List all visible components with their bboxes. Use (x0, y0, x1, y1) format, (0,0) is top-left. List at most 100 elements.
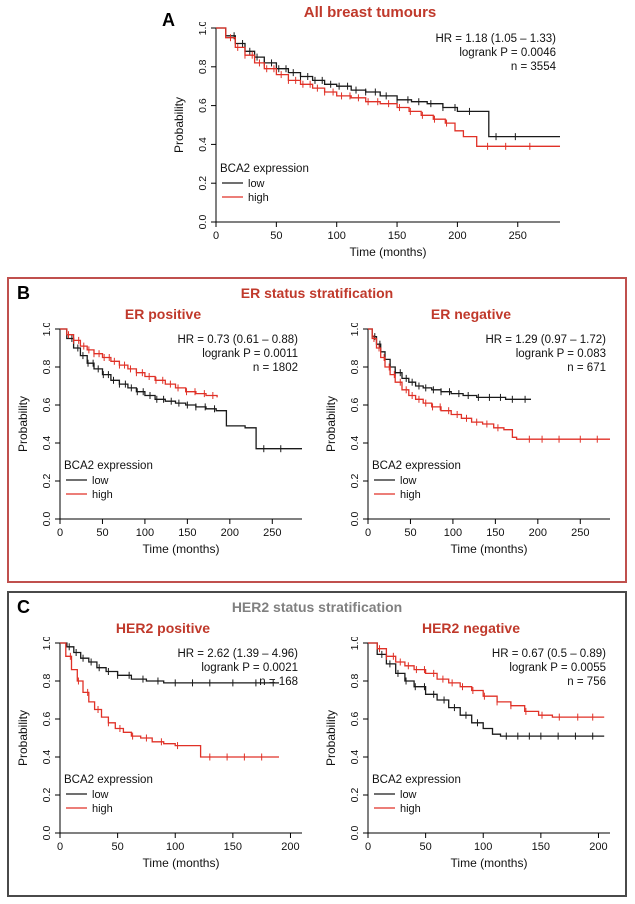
svg-text:0.6: 0.6 (41, 398, 53, 413)
legend-label-high: high (400, 803, 421, 815)
svg-text:150: 150 (532, 841, 550, 853)
km-curve-high (368, 642, 605, 718)
panel-b: B ER status stratification ER positive 0 5… (7, 277, 627, 583)
svg-text:0.2: 0.2 (349, 788, 361, 803)
x-axis-label: Time (months) (350, 245, 427, 259)
svg-text:1.0: 1.0 (349, 637, 361, 650)
km-curve-high (60, 642, 279, 758)
legend-title: BCA2 expression (64, 460, 153, 472)
svg-text:200: 200 (589, 841, 607, 853)
svg-text:50: 50 (404, 527, 416, 539)
legend: BCA2 expression low high (64, 460, 153, 501)
x-axis-ticks: 0 50 100 150 200 (57, 833, 300, 853)
chart-title: ER negative (430, 306, 512, 322)
panel-b-label: B (17, 283, 30, 303)
series-high (216, 27, 560, 150)
axes (215, 28, 560, 223)
x-axis-label: Time (months) (143, 856, 220, 870)
svg-text:0.6: 0.6 (197, 98, 209, 113)
annotation-line: n = 168 (259, 676, 298, 688)
svg-text:0.6: 0.6 (41, 712, 53, 727)
panel-c-charts: HER2 positive 0 50 100 150 200 0.0 0.2 0.4 0.6 0.8… (9, 619, 625, 878)
km-curve-low (60, 328, 302, 450)
annotation-line: logrank P = 0.0055 (509, 662, 606, 674)
svg-text:250: 250 (509, 230, 527, 242)
svg-text:50: 50 (419, 841, 431, 853)
stats-annotation: HR = 1.29 (0.97 – 1.72) logrank P = 0.083… (485, 334, 606, 374)
km-curve-low (216, 27, 560, 138)
chart-title: ER positive (124, 306, 202, 322)
svg-text:0.4: 0.4 (349, 436, 361, 451)
svg-text:0.0: 0.0 (197, 215, 209, 230)
svg-text:0: 0 (57, 527, 63, 539)
axes (367, 643, 610, 834)
panel-a-label: A (162, 10, 175, 30)
annotation-line: HR = 2.62 (1.39 – 4.96) (177, 648, 298, 660)
svg-text:0.2: 0.2 (41, 788, 53, 803)
x-axis-label: Time (months) (451, 856, 528, 870)
svg-text:1.0: 1.0 (41, 637, 53, 650)
legend: BCA2 expression low high (220, 163, 309, 204)
km-plot: 0 50 100 150 200 0.0 0.2 0.4 0.6 0.8 1.0 Probabilit… (324, 636, 610, 870)
svg-text:0.8: 0.8 (41, 360, 53, 375)
chart-title: HER2 negative (421, 620, 521, 636)
stats-annotation: HR = 1.18 (1.05 – 1.33) logrank P = 0.004… (435, 33, 556, 73)
svg-text:0.0: 0.0 (349, 826, 361, 841)
svg-text:0.2: 0.2 (197, 176, 209, 191)
svg-text:100: 100 (166, 841, 184, 853)
legend-label-low: low (92, 789, 109, 801)
legend: BCA2 expression low high (372, 774, 461, 815)
annotation-line: n = 1802 (253, 362, 298, 374)
y-axis-label: Probability (172, 97, 186, 153)
svg-text:0.0: 0.0 (349, 512, 361, 527)
svg-text:0.8: 0.8 (349, 360, 361, 375)
km-plot: 0 50 100 150 200 250 0.0 0.2 0.4 0.6 0.8 1.0 Probabi… (324, 322, 610, 556)
svg-text:50: 50 (111, 841, 123, 853)
chart-title: HER2 positive (115, 620, 211, 636)
svg-text:0.8: 0.8 (197, 59, 209, 74)
panel-c-label: C (17, 597, 30, 617)
y-axis-label: Probability (16, 396, 30, 452)
legend: BCA2 expression low high (372, 460, 461, 501)
svg-text:0.8: 0.8 (349, 674, 361, 689)
panel-a: A All breast tumours 0 50 100 150 200 250 0.0 0.… (0, 2, 635, 272)
km-plot: 0 50 100 150 200 250 0.0 0.2 0.4 0.6 0.8 1.0 Probabi… (16, 322, 302, 556)
svg-text:150: 150 (178, 527, 196, 539)
svg-text:250: 250 (263, 527, 281, 539)
km-chart-er-negative: ER negative 0 50 100 150 200 250 0.0 0.2 0.4 0.6 0.… (322, 305, 620, 564)
series-high (368, 642, 605, 721)
svg-text:1.0: 1.0 (197, 22, 209, 35)
annotation-line: logrank P = 0.0021 (201, 662, 298, 674)
series-high (368, 328, 610, 443)
svg-text:1.0: 1.0 (349, 323, 361, 336)
svg-text:150: 150 (388, 230, 406, 242)
legend-label-high: high (92, 489, 113, 501)
y-axis-label: Probability (16, 710, 30, 766)
y-axis-ticks: 0.0 0.2 0.4 0.6 0.8 1.0 (197, 21, 216, 230)
axes (367, 329, 610, 520)
svg-text:0.4: 0.4 (41, 436, 53, 451)
annotation-line: HR = 1.18 (1.05 – 1.33) (435, 33, 556, 45)
panel-c-title: HER2 status stratification (231, 599, 403, 615)
svg-text:0: 0 (213, 230, 219, 242)
km-chart-er-positive: ER positive 0 50 100 150 200 250 0.0 0.2 0.4 0.6 0.… (14, 305, 312, 564)
x-axis-ticks: 0 50 100 150 200 (365, 833, 608, 853)
x-axis-label: Time (months) (143, 542, 220, 556)
km-chart-her2-positive: HER2 positive 0 50 100 150 200 0.0 0.2 0.4 0.6 0.8… (14, 619, 312, 878)
km-plot: 0 50 100 150 200 250 0.0 0.2 0.4 0.6 0.8 1.0 Probabi… (172, 21, 560, 259)
annotation-line: n = 671 (567, 362, 606, 374)
panel-b-title: ER status stratification (240, 285, 394, 301)
svg-text:0.0: 0.0 (41, 512, 53, 527)
y-axis-ticks: 0.0 0.2 0.4 0.6 0.8 1.0 (349, 636, 368, 841)
svg-text:200: 200 (221, 527, 239, 539)
km-chart-all-breast-tumours: All breast tumours 0 50 100 150 200 250 0.0 0.2 0… (170, 4, 570, 267)
annotation-line: logrank P = 0.0046 (459, 47, 556, 59)
legend-title: BCA2 expression (220, 163, 309, 175)
legend-label-high: high (248, 192, 269, 204)
stats-annotation: HR = 0.67 (0.5 – 0.89) logrank P = 0.0055… (492, 648, 606, 688)
chart-title: All breast tumours (303, 4, 437, 21)
y-axis-ticks: 0.0 0.2 0.4 0.6 0.8 1.0 (41, 322, 60, 527)
svg-text:100: 100 (444, 527, 462, 539)
svg-text:0.2: 0.2 (41, 474, 53, 489)
